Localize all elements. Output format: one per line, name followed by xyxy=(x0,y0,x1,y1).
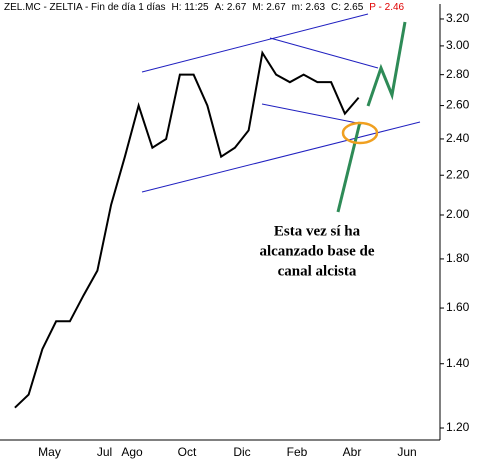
channel-top xyxy=(141,13,369,73)
y-tick-label: 2.80 xyxy=(446,67,470,81)
annotation-line: Esta vez sí ha xyxy=(274,223,361,239)
y-tick-label: 2.40 xyxy=(446,131,470,145)
x-tick-label: May xyxy=(38,445,61,459)
y-tick-label: 1.20 xyxy=(446,420,470,434)
x-tick-label: Dic xyxy=(233,445,250,459)
highlight-ellipse xyxy=(341,121,379,145)
x-tick-label: Feb xyxy=(287,445,308,459)
x-tick-label: Ago xyxy=(121,445,143,459)
y-tick-label: 1.60 xyxy=(446,300,470,314)
header-item: m: 2.63 xyxy=(292,2,326,13)
x-tick-label: Jul xyxy=(97,445,112,459)
y-tick-label: 2.00 xyxy=(446,207,470,221)
channel-lines xyxy=(141,13,421,193)
header-item: C: 2.65 xyxy=(331,2,364,13)
header: ZEL.MC - ZELTIA - Fin de día 1 días H: 11… xyxy=(4,2,405,13)
y-tick-label: 3.00 xyxy=(446,38,470,52)
annotation-line: alcanzado base de xyxy=(259,243,374,259)
triangle-bottom xyxy=(261,103,363,125)
y-tick-label: 3.20 xyxy=(446,11,470,25)
annotation: Esta vez sí ha alcanzado base de canal alc… xyxy=(259,223,374,279)
y-tick-label: 1.80 xyxy=(446,251,470,265)
y-tick-label: 2.20 xyxy=(446,167,470,181)
x-tick-label: Jun xyxy=(397,445,416,459)
projection xyxy=(336,21,407,213)
header-item: ZEL.MC - ZELTIA - Fin de día 1 días xyxy=(4,2,166,13)
x-tick-label: Oct xyxy=(178,445,197,459)
y-tick-label: 1.40 xyxy=(446,356,470,370)
x-tick-label: Abr xyxy=(343,445,362,459)
projection-path xyxy=(366,21,407,107)
header-item: M: 2.67 xyxy=(252,2,286,13)
channel-bottom xyxy=(141,121,421,193)
header-item: A: 2.67 xyxy=(215,2,247,13)
projection-up xyxy=(336,121,362,213)
triangle-top xyxy=(269,37,379,69)
header-item: P - 2.46 xyxy=(369,2,404,13)
price-line xyxy=(14,50,360,409)
header-item: H: 11:25 xyxy=(172,2,209,13)
annotation-line: canal alcista xyxy=(278,263,357,279)
y-tick-label: 2.60 xyxy=(446,98,470,112)
